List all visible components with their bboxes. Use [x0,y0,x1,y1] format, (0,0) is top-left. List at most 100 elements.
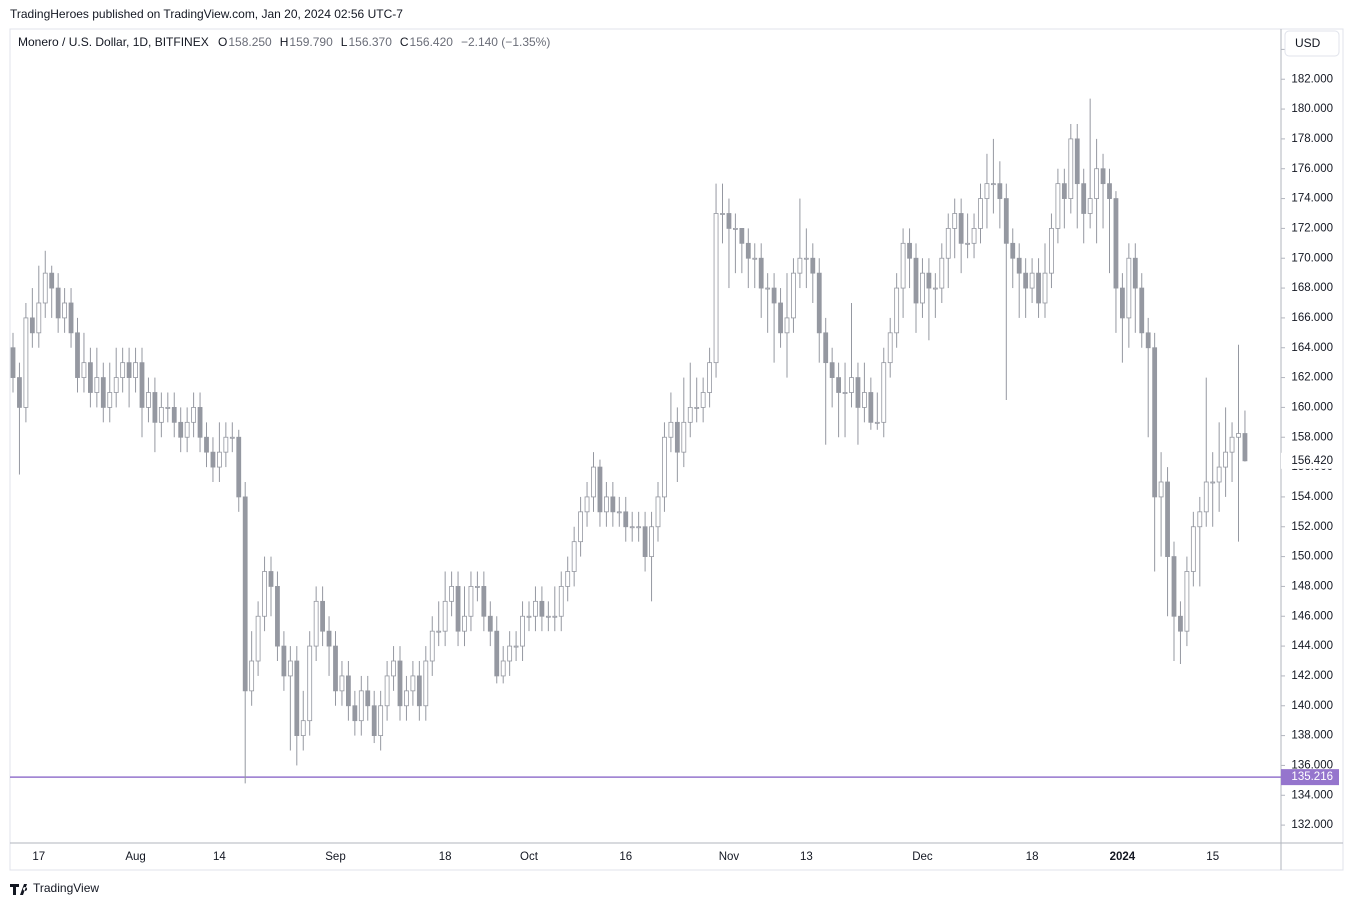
candle-body [571,541,577,572]
candle-body [268,571,274,587]
candle-body [1055,183,1061,229]
x-tick-label: 18 [1026,851,1039,863]
candle-body [487,615,493,632]
candle-body [281,645,287,677]
candle-body [558,586,564,617]
candle-body [1081,183,1087,214]
currency-button[interactable] [1284,30,1340,57]
y-tick-label: 162.000 [1291,372,1333,384]
candle-body [791,272,796,319]
candle-body [10,347,16,378]
candle-body [68,302,74,334]
candle-body [700,392,706,408]
candle-body [126,362,132,378]
candle-body [17,377,22,408]
y-tick-label: 132.000 [1291,819,1333,831]
y-tick-label: 180.000 [1291,103,1333,115]
candle-body [88,362,93,393]
candle-body [610,496,616,513]
y-tick-label: 172.000 [1291,222,1333,234]
plot [10,98,1281,784]
last-price-box [1281,452,1339,469]
logo [10,884,28,895]
candle-body [384,675,390,707]
candle-body [778,302,783,334]
x-tick-label: 2024 [1110,851,1136,863]
y-tick-label: 166.000 [1291,312,1333,324]
candle-body [1190,526,1196,572]
y-tick-label: 152.000 [1291,521,1333,533]
candle-body [1061,183,1067,199]
candle-body [803,257,809,260]
y-tick-label: 170.000 [1291,252,1333,264]
chart-frame [9,28,1344,871]
y-tick-label: 136.000 [1291,759,1333,771]
candle-body [1016,257,1022,274]
candle-body [75,332,80,378]
legend-value: 156.370 [348,35,392,49]
y-tick-label: 182.000 [1291,73,1333,85]
x-tick-label: Nov [719,851,740,863]
candle-body [1229,436,1235,453]
candle-body [1152,347,1158,498]
candle-body [997,183,1003,199]
candle-body [42,272,48,304]
candle-body [1100,168,1106,185]
y-tick-label: 168.000 [1291,282,1333,294]
candle-body [578,511,583,543]
candle-body [526,615,532,618]
candle-body [429,630,435,662]
candle-body [326,630,332,647]
brand: TradingView [33,881,99,895]
candle-body [958,213,964,244]
candle-body [1236,433,1241,438]
y-tick-label: 176.000 [1291,163,1333,175]
y-tick-label: 158.000 [1291,431,1333,443]
candle-body [29,317,35,334]
candle-body [1223,451,1228,468]
candle-body [552,615,558,618]
candle-body [720,213,725,215]
candle-body [816,272,822,334]
candle-body [842,392,848,394]
y-tick-label: 138.000 [1291,730,1333,742]
candle-body [191,407,197,423]
candle-body [139,362,145,408]
candle-body [629,526,635,529]
symbol-title: Monero / U.S. Dollar, 1D, BITFINEX [18,35,209,49]
x-tick-label: 14 [213,851,226,863]
candle-body [713,213,719,364]
y-tick-label: 178.000 [1291,133,1333,145]
x-tick-label: 18 [439,851,452,863]
legend-key: L [341,35,348,49]
candle-body [249,660,255,692]
candle-body [120,362,126,378]
candle-body [636,526,642,529]
candle-body [49,272,55,289]
x-tick-label: Sep [325,851,345,863]
x-tick-label: Dec [912,851,933,863]
candle-body [642,526,648,557]
candle-body [1120,287,1125,319]
candle-body [1074,138,1080,185]
candle-body [849,377,854,393]
candle-body [797,257,803,274]
candle-body [442,600,448,632]
candle-body [1203,481,1209,513]
candle-body [733,228,738,230]
candle-body [107,392,113,408]
candle-body [152,392,158,423]
legend-key: H [280,35,289,49]
candle-body [184,421,190,438]
candle-body [287,660,293,677]
candle-body [1171,556,1177,617]
candle-body [913,257,919,304]
candle-body [333,645,338,692]
y-tick-label: 140.000 [1291,700,1333,712]
candle-body [939,257,945,289]
candle-body [474,586,480,588]
candle-body [1087,198,1093,214]
candle-body [623,511,629,528]
y-tick-label: 154.000 [1291,491,1333,503]
candle-body [410,675,416,692]
